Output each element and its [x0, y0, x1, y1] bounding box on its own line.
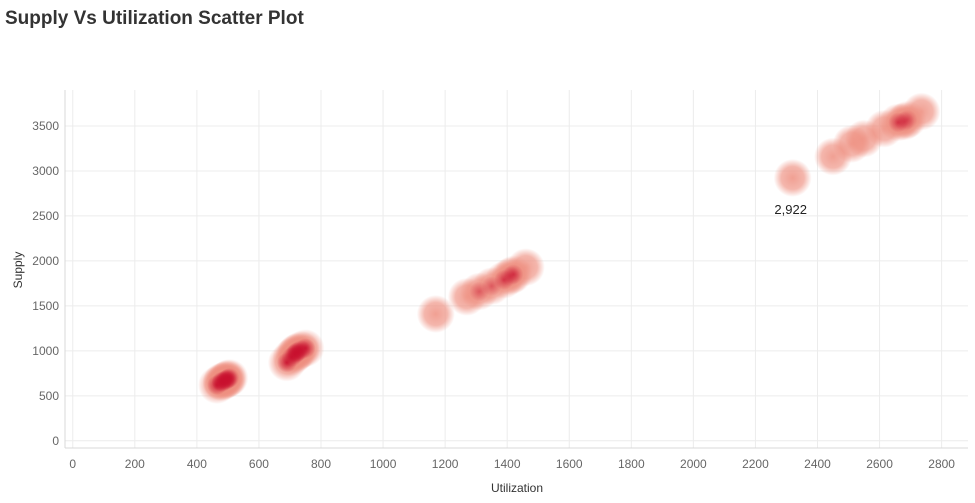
y-tick-label: 2500	[32, 209, 59, 223]
data-point[interactable]	[773, 158, 812, 197]
x-axis-title: Utilization	[491, 481, 543, 495]
y-tick-label: 3000	[32, 164, 59, 178]
x-tick-label: 1600	[556, 457, 583, 471]
x-tick-label: 1800	[618, 457, 645, 471]
data-labels: 2,922	[774, 202, 807, 217]
y-tick-label: 0	[52, 434, 59, 448]
x-tick-label: 2400	[804, 457, 831, 471]
y-tick-label: 2000	[32, 254, 59, 268]
y-tick-label: 3500	[32, 119, 59, 133]
x-tick-label: 2200	[742, 457, 769, 471]
x-tick-label: 2600	[866, 457, 893, 471]
x-tick-label: 600	[249, 457, 269, 471]
x-tick-label: 1000	[370, 457, 397, 471]
page-title: Supply Vs Utilization Scatter Plot	[5, 8, 304, 29]
data-point-density	[500, 266, 521, 287]
x-tick-label: 0	[69, 457, 76, 471]
x-tick-label: 400	[187, 457, 207, 471]
data-point-density	[286, 342, 307, 363]
x-tick-label: 2800	[928, 457, 955, 471]
axes: 0 200 400 600 800 1000 1200 1400 1600 1800 2000 220…	[32, 90, 968, 471]
data-label: 2,922	[774, 202, 807, 217]
data-points	[198, 92, 941, 405]
x-tick-label: 2000	[680, 457, 707, 471]
y-axis-title: Supply	[11, 252, 25, 289]
data-point-density	[894, 111, 915, 132]
x-tick-label: 200	[125, 457, 145, 471]
y-tick-label: 500	[39, 389, 59, 403]
y-tick-label: 1000	[32, 344, 59, 358]
y-tick-label: 1500	[32, 299, 59, 313]
x-tick-label: 800	[311, 457, 331, 471]
x-tick-label: 1400	[494, 457, 521, 471]
x-tick-label: 1200	[432, 457, 459, 471]
data-point-density	[216, 369, 237, 390]
data-point[interactable]	[416, 294, 455, 333]
